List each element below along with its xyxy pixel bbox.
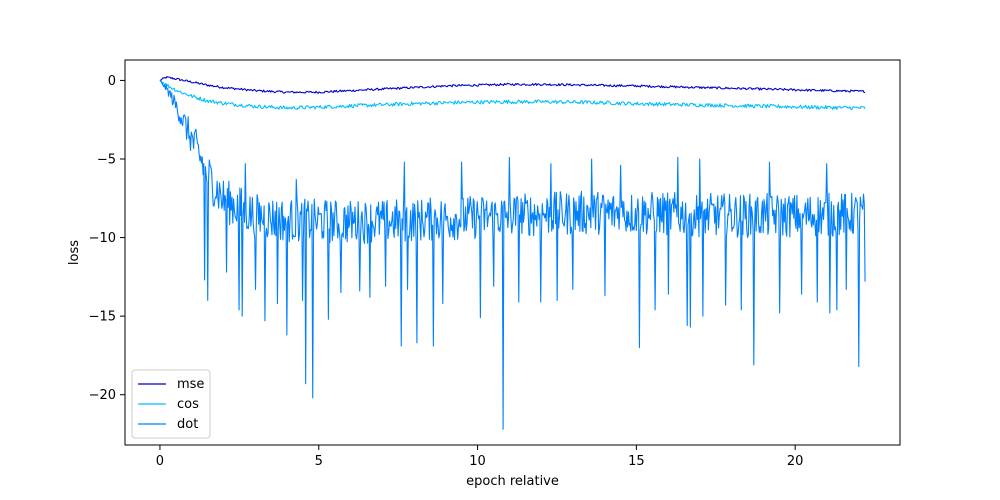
x-tick-label: 20: [787, 454, 804, 469]
x-axis-label: epoch relative: [466, 474, 559, 489]
plot-frame: [124, 59, 901, 446]
legend: mse cos dot: [131, 369, 211, 439]
series-layer: [159, 76, 866, 430]
x-tick-label: 15: [628, 454, 645, 469]
y-tick-label: 0: [108, 74, 116, 89]
series-line-dot: [159, 80, 866, 430]
y-tick-label: −10: [89, 231, 116, 246]
y-tick-label: −5: [97, 153, 116, 168]
x-tick-label: 0: [156, 454, 164, 469]
x-tick-label: 10: [469, 454, 486, 469]
y-tick-label: −20: [89, 388, 116, 403]
series-line-mse: [159, 76, 866, 94]
legend-label-mse: mse: [177, 377, 204, 392]
y-axis: 0 −5 −10 −15 −20: [89, 74, 125, 403]
x-axis: 0 5 10 15 20: [156, 445, 804, 469]
y-tick-label: −15: [89, 310, 116, 325]
y-axis-label: loss: [67, 240, 82, 265]
x-tick-label: 5: [315, 454, 323, 469]
series-line-cos: [159, 80, 866, 111]
legend-box: [131, 369, 211, 439]
legend-label-dot: dot: [177, 417, 198, 432]
legend-label-cos: cos: [177, 397, 199, 412]
